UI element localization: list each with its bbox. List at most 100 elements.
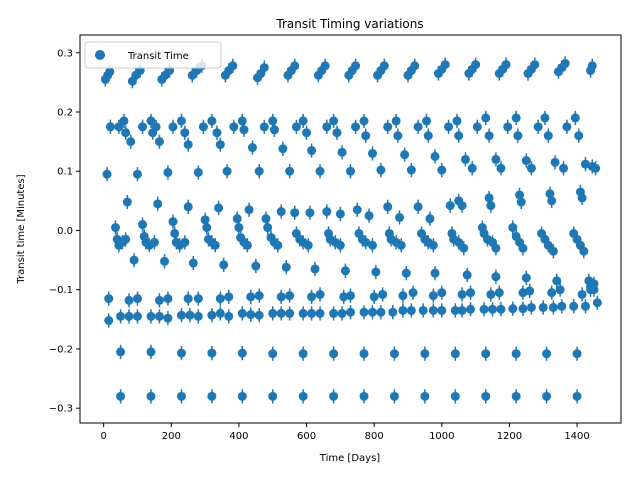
data-point	[138, 119, 148, 134]
data-point	[104, 291, 114, 306]
data-point	[406, 162, 416, 178]
marker	[176, 348, 186, 358]
data-point	[542, 346, 552, 361]
marker	[183, 140, 193, 150]
y-tick-label: −0.2	[49, 344, 73, 355]
marker	[511, 113, 521, 123]
data-point	[466, 302, 476, 317]
data-point	[376, 162, 386, 178]
data-point	[459, 241, 469, 256]
marker	[237, 116, 247, 126]
data-point	[491, 241, 501, 256]
data-point	[246, 307, 256, 322]
data-point	[149, 235, 159, 250]
marker	[188, 258, 198, 268]
marker	[410, 61, 420, 71]
marker	[102, 169, 112, 179]
marker	[200, 215, 210, 225]
marker	[281, 262, 291, 272]
data-point	[508, 220, 518, 235]
marker	[259, 122, 269, 132]
data-point	[481, 110, 491, 126]
marker	[335, 240, 345, 250]
marker	[291, 122, 301, 132]
marker	[154, 137, 164, 147]
marker	[552, 276, 562, 286]
marker	[420, 391, 430, 401]
data-point	[422, 113, 432, 129]
marker	[298, 349, 308, 359]
marker	[149, 237, 159, 247]
data-point	[176, 389, 186, 404]
data-point	[572, 389, 582, 404]
data-point	[124, 309, 134, 324]
data-point	[146, 309, 156, 324]
marker	[320, 61, 330, 71]
x-tick-label: 1200	[497, 431, 522, 442]
data-point	[168, 214, 178, 229]
data-point	[408, 285, 418, 300]
data-point	[460, 152, 470, 167]
marker	[346, 307, 355, 317]
marker	[548, 246, 558, 256]
data-point	[518, 301, 528, 316]
data-point	[555, 282, 565, 297]
data-point	[132, 309, 142, 324]
marker	[359, 349, 369, 359]
marker	[340, 266, 350, 276]
data-point	[285, 306, 295, 321]
marker	[215, 140, 225, 150]
data-point	[457, 198, 467, 213]
marker	[228, 61, 238, 71]
data-point	[398, 303, 408, 318]
data-point	[111, 220, 121, 235]
data-point	[154, 309, 164, 324]
data-point	[263, 220, 273, 235]
data-point	[154, 293, 164, 308]
data-point	[237, 345, 247, 361]
marker	[237, 348, 247, 358]
data-point	[346, 305, 355, 320]
marker	[168, 122, 178, 132]
data-point	[207, 389, 217, 404]
data-point	[359, 113, 369, 129]
data-point	[592, 295, 602, 310]
data-point	[276, 204, 286, 219]
marker	[437, 305, 447, 315]
data-point	[521, 153, 531, 168]
marker	[219, 260, 229, 270]
marker	[146, 347, 156, 357]
marker	[239, 125, 249, 135]
marker	[335, 209, 345, 219]
marker	[244, 205, 254, 215]
marker	[518, 304, 528, 314]
data-point	[557, 299, 567, 314]
data-point	[496, 302, 506, 317]
data-point	[445, 198, 455, 213]
data-point	[329, 306, 339, 321]
data-point	[518, 285, 528, 300]
marker	[232, 214, 242, 224]
y-tick-label: 0.0	[57, 226, 73, 237]
marker	[462, 270, 472, 280]
marker	[574, 131, 584, 141]
data-point	[168, 119, 178, 134]
data-point	[215, 306, 225, 321]
marker	[398, 291, 408, 301]
data-point	[183, 199, 193, 214]
data-point	[367, 305, 377, 320]
marker	[122, 197, 132, 207]
data-point	[183, 291, 193, 306]
data-point	[268, 306, 278, 321]
marker	[268, 349, 278, 359]
marker	[154, 311, 164, 321]
data-point	[547, 285, 557, 300]
marker	[457, 289, 467, 299]
marker	[454, 237, 464, 247]
data-point	[224, 289, 234, 304]
data-point	[437, 303, 447, 318]
marker	[430, 151, 440, 161]
y-tick-label: −0.3	[49, 404, 73, 415]
data-point	[450, 303, 460, 318]
marker	[254, 310, 264, 320]
